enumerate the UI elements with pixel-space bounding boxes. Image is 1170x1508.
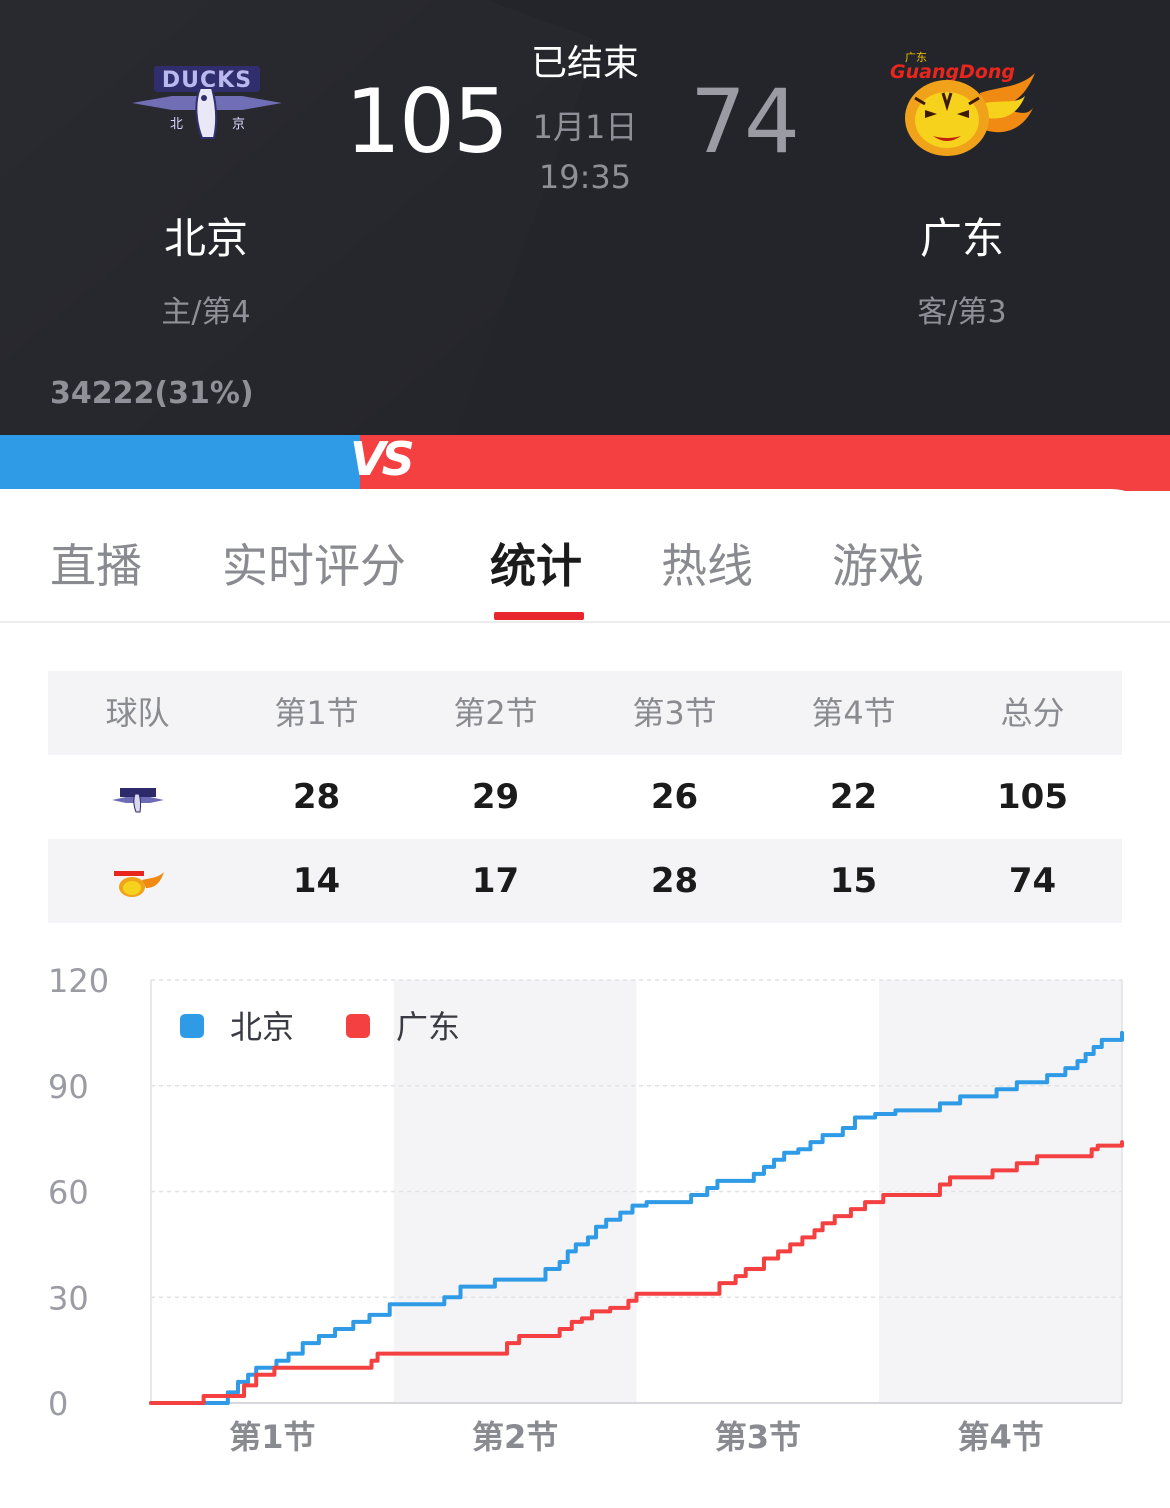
table-cell: 15 xyxy=(829,861,878,901)
header-cell: 总分 xyxy=(1000,694,1065,732)
table-cell: 105 xyxy=(997,777,1068,817)
score-progression-chart: 0 30 60 90 120 第1节 第2节 第3节 第4节 北京 广东 xyxy=(48,962,1124,1456)
away-team-logo: 广东 GuangDong xyxy=(890,51,1035,156)
tab-divider xyxy=(0,621,1170,623)
svg-text:GuangDong: GuangDong xyxy=(890,61,1015,83)
y-tick-label: 60 xyxy=(48,1174,89,1212)
tab-stats[interactable]: 统计 xyxy=(490,539,582,593)
table-cell: 26 xyxy=(650,777,699,817)
y-tick-label: 30 xyxy=(48,1279,89,1317)
table-cell: 22 xyxy=(829,777,878,817)
tab-hotline[interactable]: 热线 xyxy=(661,539,753,593)
away-score: 74 xyxy=(690,70,800,173)
y-tick-label: 120 xyxy=(48,962,109,1000)
home-support-votes: 34222(31%) xyxy=(50,376,254,411)
game-date: 1月1日 xyxy=(532,108,638,146)
y-tick-label: 90 xyxy=(48,1068,89,1106)
table-header-row: 球队 第1节 第2节 第3节 第4节 总分 xyxy=(48,671,1122,755)
series-line-home xyxy=(149,1030,1124,1405)
active-tab-indicator xyxy=(494,612,584,620)
guangdong-logo-icon xyxy=(113,870,164,897)
svg-text:广东: 广东 xyxy=(905,51,927,64)
quarter-score-table: 球队 第1节 第2节 第3节 第4节 总分 28 29 26 22 105 xyxy=(48,671,1122,923)
tab-games[interactable]: 游戏 xyxy=(832,539,924,593)
svg-text:北: 北 xyxy=(170,117,183,132)
svg-text:DUCKS: DUCKS xyxy=(162,68,252,93)
header-cell: 球队 xyxy=(105,694,170,732)
table-cell: 28 xyxy=(650,861,699,901)
match-header: DUCKS 北 京 105 已结束 1月1日 19:35 74 广东 Guang… xyxy=(0,0,1170,435)
header-cell: 第4节 xyxy=(811,694,896,732)
tab-bar: 直播 实时评分 统计 热线 游戏 xyxy=(0,520,1170,620)
home-team-logo: DUCKS 北 京 xyxy=(132,66,282,139)
ducks-logo-icon xyxy=(111,787,164,812)
support-ratio-bar xyxy=(0,435,1170,491)
header-cell: 第2节 xyxy=(453,694,538,732)
table-cell: 14 xyxy=(292,861,341,901)
home-team-rank: 主/第4 xyxy=(161,295,251,330)
away-support-bar xyxy=(360,435,1170,491)
table-cell: 17 xyxy=(471,861,520,901)
x-tick-label: 第2节 xyxy=(472,1418,558,1456)
game-status: 已结束 xyxy=(530,43,639,84)
x-tick-label: 第1节 xyxy=(229,1418,315,1456)
table-cell: 29 xyxy=(471,777,520,817)
home-support-bar xyxy=(0,435,400,491)
vs-label: VS xyxy=(350,432,415,486)
tab-live[interactable]: 直播 xyxy=(50,539,142,593)
legend-swatch xyxy=(180,1014,204,1038)
y-tick-label: 0 xyxy=(48,1385,68,1423)
tab-ratings[interactable]: 实时评分 xyxy=(222,539,406,593)
table-cell: 74 xyxy=(1008,861,1057,901)
legend-label: 广东 xyxy=(396,1008,460,1046)
away-team-logo-small xyxy=(48,839,227,923)
x-tick-label: 第4节 xyxy=(957,1418,1043,1456)
table-row: 14 17 28 15 74 xyxy=(48,839,1122,923)
header-cell: 第3节 xyxy=(632,694,717,732)
legend-swatch xyxy=(346,1014,370,1038)
game-time: 19:35 xyxy=(538,158,632,196)
table-row: 28 29 26 22 105 xyxy=(48,755,1122,839)
svg-text:京: 京 xyxy=(232,117,245,132)
away-team-rank: 客/第3 xyxy=(917,295,1007,330)
header-cell: 第1节 xyxy=(274,694,359,732)
x-tick-label: 第3节 xyxy=(715,1418,801,1456)
home-team-logo-small xyxy=(48,755,227,839)
series-line-away xyxy=(149,1140,1124,1405)
legend-label: 北京 xyxy=(230,1008,294,1046)
table-cell: 28 xyxy=(292,777,341,817)
home-score: 105 xyxy=(345,70,509,173)
away-team-name: 广东 xyxy=(919,214,1004,263)
home-team-name: 北京 xyxy=(163,214,248,263)
